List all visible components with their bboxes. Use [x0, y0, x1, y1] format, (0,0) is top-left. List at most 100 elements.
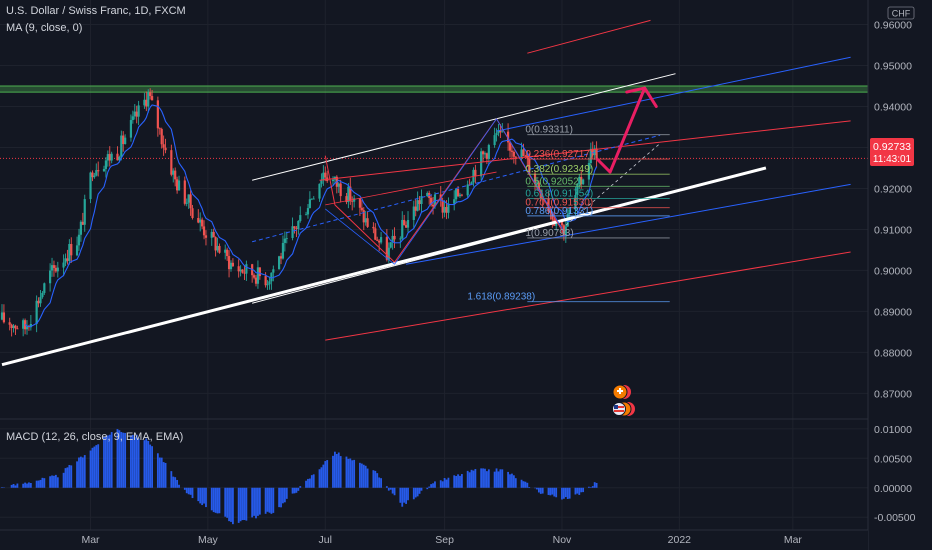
candle-body [91, 172, 94, 178]
price-axis-bg[interactable] [868, 0, 932, 550]
candle-body [295, 228, 298, 230]
price-tick-label: 0.92000 [874, 183, 912, 195]
candle-body [389, 242, 392, 248]
macd-bar [405, 487, 407, 504]
candle-body [2, 312, 6, 323]
macd-bar [283, 487, 286, 503]
macd-bar [493, 471, 496, 488]
macd-bar [561, 487, 563, 500]
event-icons[interactable] [612, 384, 636, 417]
macd-bar [551, 487, 554, 495]
macd-bar [307, 478, 309, 488]
macd-legend[interactable]: MACD (12, 26, close, 9, EMA, EMA) [6, 431, 183, 443]
macd-bar [106, 435, 109, 488]
red-channel-middle [319, 120, 851, 181]
fib-level-label: 0.618(0.91754) [525, 189, 593, 200]
macd-tick-label: 0.00000 [874, 483, 912, 495]
macd-bar [564, 487, 567, 498]
candle-body [312, 198, 315, 200]
macd-bar [514, 478, 517, 488]
currency-label: CHF [892, 9, 911, 19]
symbol-title[interactable]: U.S. Dollar / Swiss Franc, 1D, FXCM [6, 5, 186, 17]
macd-bar [272, 487, 275, 513]
candle-body [480, 151, 483, 177]
time-tick-label: Jul [319, 534, 332, 546]
candle-body [52, 265, 56, 268]
candle-body [574, 195, 577, 210]
macd-bar [266, 487, 269, 512]
candle-body [318, 183, 321, 199]
candle-body [458, 194, 462, 197]
candle-body [304, 214, 308, 216]
time-tick-label: Mar [81, 534, 100, 546]
candle-body [456, 189, 460, 197]
candle-body [95, 170, 98, 176]
candle-body [578, 176, 581, 185]
macd-bar [580, 487, 583, 493]
macd-bar [158, 457, 161, 488]
fib-level-label: 0.236(0.92717) [525, 149, 593, 160]
candle-body [568, 209, 571, 214]
macd-bar [497, 471, 500, 488]
candle-body [252, 275, 256, 278]
candle-body [535, 182, 539, 184]
candle-body [68, 243, 71, 261]
macd-bar [291, 487, 294, 494]
macd-bar [480, 468, 483, 488]
macd-bar [555, 487, 558, 498]
candle-body [270, 272, 273, 282]
candle-body [297, 220, 300, 229]
candle-body [385, 237, 388, 260]
candle-body [277, 256, 281, 270]
macd-bar [64, 468, 67, 488]
macd-bar [520, 479, 523, 488]
projection-arrow [595, 87, 647, 174]
candle-body [306, 208, 310, 215]
candle-body [404, 225, 408, 228]
upper-trendline [252, 73, 676, 181]
candle-body [426, 192, 429, 197]
macd-bar [160, 457, 163, 488]
macd-bar [537, 487, 540, 493]
macd-bar [56, 477, 59, 488]
candle-body [414, 206, 417, 211]
macd-bar [162, 462, 165, 488]
macd-bar [495, 468, 498, 488]
macd-bar [226, 487, 229, 518]
macd-bar [22, 483, 25, 488]
candle-body [555, 222, 558, 226]
macd-bar [322, 464, 325, 488]
candle-body [54, 267, 57, 272]
time-axis-bg[interactable] [0, 530, 868, 550]
candle-body [406, 219, 410, 228]
macd-bar [349, 458, 352, 488]
macd-bar [174, 477, 177, 488]
macd-bar [511, 473, 513, 488]
macd-bar [360, 463, 363, 488]
candle-body [524, 155, 527, 157]
candle-body [264, 276, 267, 286]
candle-body [339, 183, 342, 197]
candle-body [481, 151, 485, 155]
price-tick-label: 0.88000 [874, 347, 912, 359]
candle-body [191, 208, 194, 218]
fib-level-label: 0.382(0.92349) [525, 164, 593, 175]
macd-bar [562, 487, 565, 499]
candle-body [508, 142, 512, 151]
candle-body [25, 326, 29, 330]
main-support-trendline [1, 166, 767, 367]
candle-body [293, 226, 296, 229]
ma-legend[interactable]: MA (9, close, 0) [6, 22, 82, 34]
macd-bar [210, 487, 213, 511]
macd-bar [453, 475, 456, 488]
candle-body [41, 292, 44, 298]
candle-body [172, 170, 175, 175]
candle-body [216, 245, 219, 251]
macd-bar [124, 432, 127, 488]
candle-body [22, 320, 25, 329]
candle-body [520, 149, 523, 158]
macd-bar [199, 487, 202, 504]
candle-body [120, 135, 123, 157]
macd-bar [149, 444, 152, 488]
